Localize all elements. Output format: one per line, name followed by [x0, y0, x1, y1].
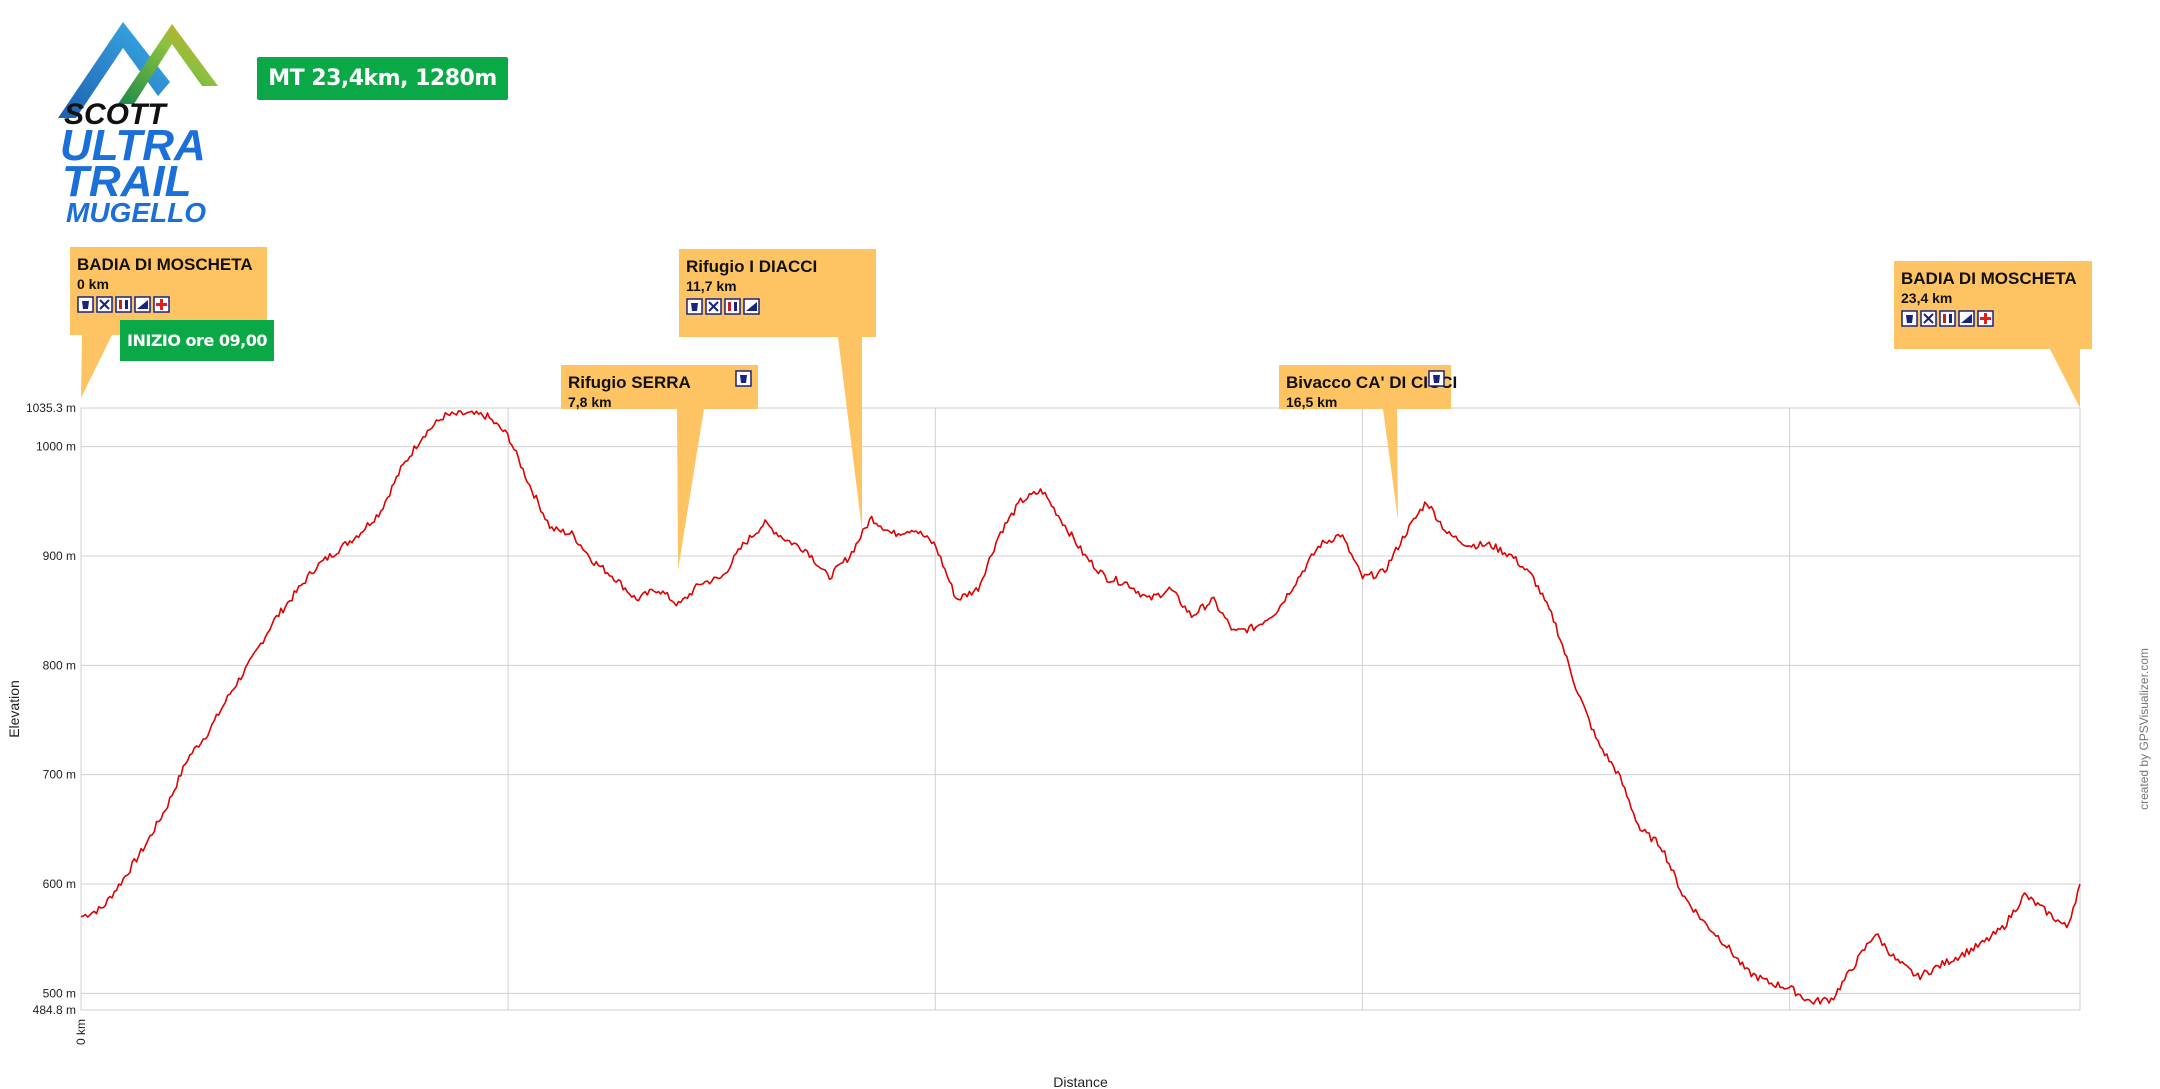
credit-text: created by GPSVisualizer.com — [2137, 648, 2151, 810]
cutlery-icon — [96, 296, 113, 313]
toilet-icon — [115, 296, 132, 313]
y-min-label: 484.8 m — [33, 1003, 76, 1017]
callout-pointer — [2050, 349, 2080, 408]
callout-box — [1894, 261, 2092, 349]
first-aid-icon — [153, 296, 170, 313]
y-max-label: 1035.3 m — [26, 401, 76, 415]
callout-title: Rifugio I DIACCI — [686, 257, 817, 276]
y-tick-label: 1000 m — [36, 440, 76, 454]
annotation-callout: BADIA DI MOSCHETA 23,4 km — [1894, 261, 2092, 408]
drop-bag-icon — [1958, 310, 1975, 327]
callout-box — [1279, 365, 1451, 409]
callout-box — [561, 365, 758, 409]
water-icon — [1901, 310, 1918, 327]
plot-frame — [80, 407, 2081, 1011]
drop-bag-icon — [743, 298, 760, 315]
callout-box — [679, 249, 876, 337]
elevation-profile-line — [80, 410, 2081, 1005]
callout-title: BADIA DI MOSCHETA — [1901, 269, 2077, 288]
callout-title: Rifugio SERRA — [568, 373, 691, 392]
callout-distance: 23,4 km — [1901, 290, 1952, 306]
y-tick-label: 900 m — [43, 549, 76, 563]
y-axis-title: Elevation — [6, 680, 22, 738]
x-axis-title: Distance — [1053, 1074, 1108, 1089]
cutlery-icon — [705, 298, 722, 315]
mountain-left-icon — [58, 22, 170, 118]
toilet-icon — [1939, 310, 1956, 327]
y-tick-label: 700 m — [43, 768, 76, 782]
y-tick-label: 800 m — [43, 658, 76, 672]
annotation-callout: Rifugio I DIACCI 11,7 km — [679, 249, 876, 530]
start-time-badge: INIZIO ore 09,00 — [120, 320, 274, 361]
first-aid-icon — [1977, 310, 1994, 327]
logo-line1: ULTRA — [60, 121, 206, 170]
callout-pointer — [81, 335, 112, 398]
y-tick-label: 500 m — [43, 986, 76, 1000]
logo-brand: SCOTT — [64, 98, 168, 131]
mountain-right-icon — [118, 24, 218, 104]
annotation-callout: Bivacco CA' DI CICCI 16,5 km — [1279, 365, 1457, 520]
water-icon — [735, 370, 752, 387]
toilet-icon — [724, 298, 741, 315]
callout-distance: 7,8 km — [568, 394, 612, 410]
logo-line2: TRAIL — [62, 157, 192, 206]
race-logo: SCOTT ULTRA TRAIL MUGELLO — [58, 22, 218, 228]
callout-title: BADIA DI MOSCHETA — [77, 255, 253, 274]
y-axis-ticks: 500 m 600 m 700 m 800 m 900 m 1000 m — [36, 440, 76, 1001]
drop-bag-icon — [134, 296, 151, 313]
y-tick-label: 600 m — [43, 877, 76, 891]
callout-distance: 11,7 km — [686, 278, 737, 294]
callout-pointer — [1383, 409, 1398, 520]
water-icon — [686, 298, 703, 315]
callout-title: Bivacco CA' DI CICCI — [1286, 373, 1457, 392]
cutlery-icon — [1920, 310, 1937, 327]
race-info-badge: MT 23,4km, 1280m — [257, 57, 508, 100]
logo-line3: MUGELLO — [66, 197, 206, 228]
annotation-callout: Rifugio SERRA 7,8 km — [561, 365, 758, 570]
water-icon — [77, 296, 94, 313]
x-tick-label: 0 km — [74, 1019, 88, 1045]
callout-distance: 16,5 km — [1286, 394, 1337, 410]
chart-grid — [80, 407, 2081, 1011]
callout-pointer — [838, 337, 862, 530]
callout-pointer — [677, 409, 704, 570]
callout-distance: 0 km — [77, 276, 109, 292]
water-icon — [1428, 370, 1445, 387]
